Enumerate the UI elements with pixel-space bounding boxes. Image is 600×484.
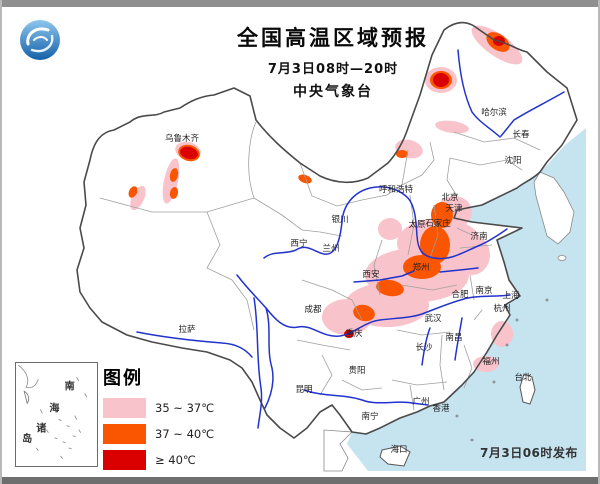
heat-zone-level-2 [376, 279, 404, 297]
city-label-银川: 银川 [331, 214, 348, 225]
city-label-南京: 南京 [475, 285, 492, 296]
huai-river [439, 267, 479, 273]
map-legend: 图例 35 ~ 37℃ 37 ~ 40℃ ≥ 40℃ [103, 364, 223, 476]
city-label-昆明: 昆明 [295, 385, 312, 395]
heat-zone-level-1 [378, 218, 402, 240]
korea-peninsula [533, 171, 575, 245]
lancang-river [253, 297, 263, 429]
songhua-river [457, 49, 501, 138]
city-label-沈阳: 沈阳 [504, 155, 521, 166]
heat-zone-level-3 [180, 146, 198, 160]
city-label-重庆: 重庆 [345, 328, 363, 339]
city-label-西宁: 西宁 [290, 238, 307, 249]
legend-row-35-37: 35 ~ 37℃ [103, 398, 223, 418]
city-label-台北: 台北 [514, 372, 532, 383]
wei-river [353, 270, 415, 283]
issue-time: 7月3日06时发布 [480, 446, 578, 460]
inset-char-zhu: 诸 [36, 422, 46, 435]
xiang-river [421, 327, 431, 366]
legend-title: 图例 [103, 368, 143, 389]
jinsha-river [264, 307, 274, 409]
forecast-period: 7月3日08时—20时 [267, 62, 399, 77]
city-label-石家庄: 石家庄 [425, 218, 451, 229]
city-label-武汉: 武汉 [424, 313, 442, 324]
heat-zone-level-2 [353, 304, 375, 322]
cma-logo [18, 18, 62, 62]
city-label-西安: 西安 [362, 269, 379, 280]
heat-zone-level-1 [162, 158, 180, 204]
ussuri-river [500, 91, 565, 137]
jeju-island [557, 255, 567, 261]
city-label-乌鲁木齐: 乌鲁木齐 [165, 133, 200, 144]
hainan-island [379, 445, 411, 467]
heat-zone-level-3 [433, 73, 449, 87]
city-label-海口: 海口 [390, 444, 407, 455]
city-label-福州: 福州 [482, 356, 499, 367]
heat-zone-level-2 [169, 187, 179, 199]
city-label-呼和浩特: 呼和浩特 [379, 184, 414, 195]
vietnam-coast [323, 429, 353, 472]
city-label-成都: 成都 [304, 304, 322, 315]
city-label-杭州: 杭州 [493, 303, 510, 314]
city-label-济南: 济南 [470, 231, 487, 242]
heat-zone-level-2 [420, 226, 450, 264]
agency-name: 中央气象台 [293, 84, 373, 100]
city-label-广州: 广州 [412, 396, 429, 407]
heat-zone-level-2 [396, 150, 408, 158]
heat-zone-level-1 [491, 321, 513, 347]
pearl-river [303, 389, 429, 406]
heat-zone-level-1 [473, 356, 499, 372]
frame-top-bar [2, 0, 598, 7]
heat-zone-level-2 [128, 186, 138, 198]
city-label-长春: 长春 [512, 129, 530, 140]
south-china-sea-inset: 南 海 诸 岛 [15, 362, 98, 467]
legend-swatch-37-40 [103, 424, 146, 444]
frame-bottom-bar [2, 477, 598, 484]
city-label-贵阳: 贵阳 [348, 365, 365, 376]
gan-river [454, 317, 463, 361]
city-label-合肥: 合肥 [451, 289, 469, 300]
city-label-天津: 天津 [445, 203, 463, 214]
legend-label-35-37: 35 ~ 37℃ [155, 401, 215, 415]
legend-label-40plus: ≥ 40℃ [155, 453, 196, 467]
yellow-river [263, 186, 508, 260]
title-block: 全国高温区域预报 7月3日08时—20时 中央气象台 [162, 22, 504, 101]
legend-label-37-40: 37 ~ 40℃ [155, 427, 215, 441]
city-label-郑州: 郑州 [412, 262, 429, 273]
province-borders [99, 121, 541, 411]
yangtze-river [236, 274, 511, 337]
legend-swatch-40plus [103, 450, 146, 470]
heat-zone-level-1 [130, 185, 146, 211]
heat-zone-level-1 [435, 120, 469, 134]
logo-circle [20, 20, 60, 60]
inset-char-hai: 海 [49, 401, 59, 414]
city-label-南昌: 南昌 [445, 332, 462, 343]
city-label-北京: 北京 [441, 192, 458, 203]
coastal-islets [455, 298, 549, 442]
legend-swatch-35-37 [103, 398, 146, 418]
city-label-太原: 太原 [408, 219, 425, 230]
yarlung-river [136, 331, 253, 358]
city-label-哈尔滨: 哈尔滨 [481, 107, 507, 118]
city-label-长沙: 长沙 [415, 342, 433, 353]
china-national-border [76, 21, 578, 439]
map-title: 全国高温区域预报 [237, 25, 429, 50]
heat-zone-level-2 [298, 174, 312, 184]
city-label-兰州: 兰州 [322, 243, 339, 254]
city-label-香港: 香港 [432, 403, 450, 414]
taiwan-island [519, 373, 536, 405]
rivers [136, 49, 565, 429]
legend-row-37-40: 37 ~ 40℃ [103, 424, 223, 444]
heat-zone-level-2 [169, 168, 179, 182]
heat-zone-level-2 [403, 255, 441, 279]
inset-char-dao: 岛 [22, 432, 32, 445]
legend-row-40plus: ≥ 40℃ [103, 450, 223, 470]
inset-char-nan: 南 [65, 379, 75, 392]
city-label-上海: 上海 [502, 290, 520, 301]
city-label-拉萨: 拉萨 [178, 324, 196, 335]
city-label-南宁: 南宁 [361, 411, 378, 422]
